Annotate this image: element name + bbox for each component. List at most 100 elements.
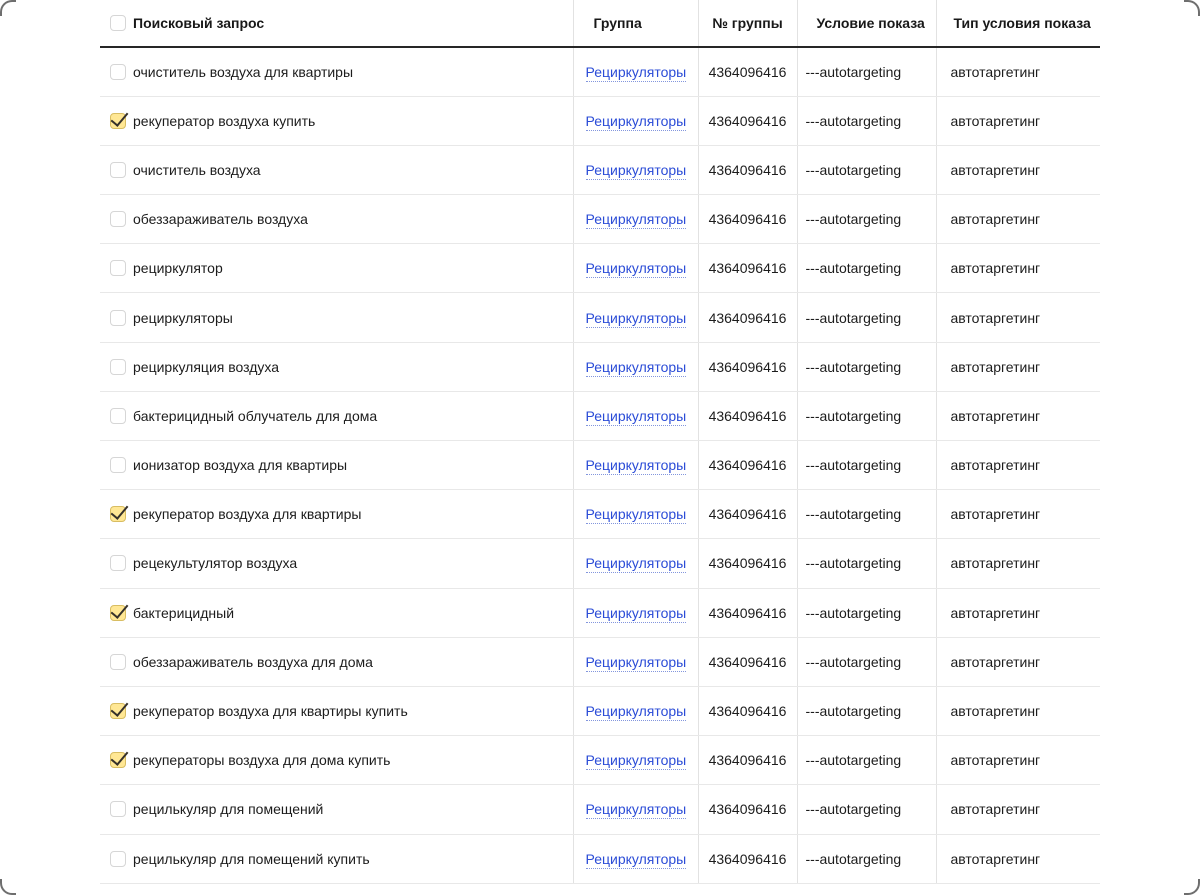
table-row: рекуператоры воздуха для дома купить Рец… <box>100 735 1100 786</box>
row-checkbox[interactable] <box>110 211 126 228</box>
group-link[interactable]: Рециркуляторы <box>585 653 687 672</box>
row-checkbox[interactable] <box>110 457 126 474</box>
show-condition-value: ---autotargeting <box>797 834 937 884</box>
condition-type-value: автотаргетинг <box>936 96 1100 146</box>
row-checkbox[interactable] <box>110 752 126 769</box>
row-checkbox[interactable] <box>110 703 126 720</box>
condition-type-value: автотаргетинг <box>936 489 1100 540</box>
search-query-text: рецекультулятор воздуха <box>133 555 298 572</box>
show-condition-value: ---autotargeting <box>797 440 937 491</box>
table-row: бактерицидный облучатель для дома Рецирк… <box>100 391 1100 442</box>
row-checkbox[interactable] <box>110 555 126 572</box>
group-link[interactable]: Рециркуляторы <box>585 850 687 869</box>
table-header-row: Поисковый запрос Группа № группы Условие… <box>100 0 1100 48</box>
condition-type-value: автотаргетинг <box>936 47 1100 97</box>
show-condition-value: ---autotargeting <box>797 735 937 786</box>
condition-type-value: автотаргетинг <box>936 588 1100 638</box>
group-link[interactable]: Рециркуляторы <box>585 604 687 623</box>
group-link[interactable]: Рециркуляторы <box>585 752 687 771</box>
condition-type-value: автотаргетинг <box>936 735 1100 786</box>
group-link[interactable]: Рециркуляторы <box>585 457 687 476</box>
row-checkbox[interactable] <box>110 309 126 326</box>
row-checkbox[interactable] <box>110 801 126 818</box>
condition-type-value: автотаргетинг <box>936 391 1100 442</box>
show-condition-value: ---autotargeting <box>797 145 937 196</box>
row-checkbox[interactable] <box>110 63 126 80</box>
search-query-text: рекуператор воздуха для квартиры купить <box>133 703 408 720</box>
show-condition-value: ---autotargeting <box>797 292 937 343</box>
group-link[interactable]: Рециркуляторы <box>585 309 687 328</box>
row-checkbox[interactable] <box>110 506 126 523</box>
table-row: рецекультулятор воздуха Рециркуляторы 43… <box>100 538 1100 589</box>
search-query-text: рекуператоры воздуха для дома купить <box>133 752 391 769</box>
search-query-text: очиститель воздуха <box>133 161 261 178</box>
search-query-text: бактерицидный <box>133 604 235 621</box>
show-condition-value: ---autotargeting <box>797 47 937 97</box>
group-id-value: 4364096416 <box>698 834 798 884</box>
group-id-value: 4364096416 <box>698 47 798 97</box>
search-query-text: очиститель воздуха для квартиры <box>133 63 354 80</box>
group-link[interactable]: Рециркуляторы <box>585 63 687 82</box>
column-header-condition-type: Тип условия показа <box>936 0 1100 48</box>
search-query-text: рециркуляция воздуха <box>133 358 280 375</box>
group-link[interactable]: Рециркуляторы <box>585 703 687 722</box>
table-row: рецилькуляр для помещений Рециркуляторы … <box>100 784 1100 835</box>
show-condition-value: ---autotargeting <box>797 784 937 835</box>
table-row: очиститель воздуха для квартиры Рециркул… <box>100 47 1100 97</box>
group-id-value: 4364096416 <box>698 538 798 589</box>
row-checkbox[interactable] <box>110 112 126 129</box>
screenshot-corner <box>0 879 16 895</box>
column-header-group-id: № группы <box>698 0 798 48</box>
group-id-value: 4364096416 <box>698 243 798 294</box>
table-row: обеззараживатель воздуха Рециркуляторы 4… <box>100 194 1100 245</box>
group-id-value: 4364096416 <box>698 784 798 835</box>
search-query-text: рецилькуляр для помещений <box>133 801 324 818</box>
group-link[interactable]: Рециркуляторы <box>585 801 687 820</box>
show-condition-value: ---autotargeting <box>797 489 937 540</box>
row-checkbox[interactable] <box>110 850 126 867</box>
row-checkbox[interactable] <box>110 653 126 670</box>
group-link[interactable]: Рециркуляторы <box>585 112 687 131</box>
row-checkbox[interactable] <box>110 358 126 375</box>
group-link[interactable]: Рециркуляторы <box>585 260 687 279</box>
column-header-group: Группа <box>573 0 699 48</box>
search-query-text: обеззараживатель воздуха для дома <box>133 653 373 670</box>
show-condition-value: ---autotargeting <box>797 686 937 737</box>
select-all-checkbox[interactable] <box>110 15 126 31</box>
condition-type-value: автотаргетинг <box>936 342 1100 392</box>
row-checkbox[interactable] <box>110 161 126 178</box>
condition-type-value: автотаргетинг <box>936 292 1100 343</box>
condition-type-value: автотаргетинг <box>936 637 1100 687</box>
show-condition-value: ---autotargeting <box>797 243 937 294</box>
group-link[interactable]: Рециркуляторы <box>585 358 687 377</box>
group-link[interactable]: Рециркуляторы <box>585 161 687 180</box>
search-queries-table: Поисковый запрос Группа № группы Условие… <box>100 0 1100 884</box>
search-query-text: обеззараживатель воздуха <box>133 211 308 228</box>
row-checkbox[interactable] <box>110 260 126 277</box>
show-condition-value: ---autotargeting <box>797 342 937 392</box>
condition-type-value: автотаргетинг <box>936 194 1100 245</box>
show-condition-value: ---autotargeting <box>797 194 937 245</box>
show-condition-value: ---autotargeting <box>797 588 937 638</box>
group-link[interactable]: Рециркуляторы <box>585 555 687 574</box>
group-link[interactable]: Рециркуляторы <box>585 506 687 525</box>
table-row: рециркуляция воздуха Рециркуляторы 43640… <box>100 342 1100 392</box>
row-checkbox[interactable] <box>110 407 126 424</box>
group-link[interactable]: Рециркуляторы <box>585 211 687 230</box>
search-query-text: бактерицидный облучатель для дома <box>133 407 378 424</box>
column-header-condition: Условие показа <box>797 0 937 48</box>
condition-type-value: автотаргетинг <box>936 686 1100 737</box>
search-query-text: рекуператор воздуха для квартиры <box>133 506 362 523</box>
table-row: очиститель воздуха Рециркуляторы 4364096… <box>100 145 1100 196</box>
group-id-value: 4364096416 <box>698 588 798 638</box>
group-id-value: 4364096416 <box>698 342 798 392</box>
condition-type-value: автотаргетинг <box>936 440 1100 491</box>
table-row: рециркуляторы Рециркуляторы 4364096416 -… <box>100 292 1100 343</box>
group-id-value: 4364096416 <box>698 145 798 196</box>
row-checkbox[interactable] <box>110 604 126 621</box>
group-link[interactable]: Рециркуляторы <box>585 407 687 426</box>
show-condition-value: ---autotargeting <box>797 538 937 589</box>
screenshot-corner <box>1184 879 1200 895</box>
group-id-value: 4364096416 <box>698 637 798 687</box>
condition-type-value: автотаргетинг <box>936 538 1100 589</box>
